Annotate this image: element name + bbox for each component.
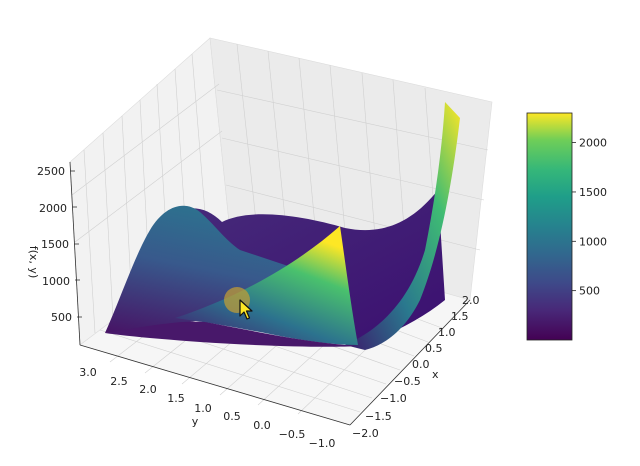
colorbar-gradient (526, 112, 573, 341)
colorbar-tick-label: 1500 (579, 186, 607, 199)
z-tick-label: 1000 (42, 275, 70, 288)
x-ticks: −2.0 −1.5 −1.0 −0.5 0.0 0.5 1.0 1.5 2.0 (352, 294, 480, 440)
y-tick-label: 3.0 (79, 366, 97, 379)
x-tick-label: 1.5 (451, 310, 469, 323)
x-tick-label: 2.0 (462, 294, 480, 307)
surface (105, 102, 460, 350)
z-tick-label: 500 (51, 311, 72, 324)
z-axis-line (69, 161, 81, 346)
surface-right-wall (345, 102, 460, 350)
z-tick-label: 2000 (39, 202, 67, 215)
z-axis-label: f(x, y) (27, 246, 40, 278)
colorbar-tick-label: 2000 (579, 137, 607, 150)
surface-front-wall (175, 226, 358, 345)
colorbar-tick-label: 500 (579, 285, 600, 298)
x-tick-label: −2.0 (352, 427, 379, 440)
y-tick-label: −0.5 (279, 428, 306, 441)
x-tick-label: −1.5 (365, 410, 392, 423)
colorbar-tick-label: 1000 (579, 235, 607, 248)
surface-front-floor (105, 321, 358, 347)
colorbar: 500 1000 1500 2000 (526, 112, 607, 341)
x-tick-label: −0.5 (394, 375, 421, 388)
y-tick-label: 0.5 (223, 410, 241, 423)
z-tick-label: 1500 (41, 238, 69, 251)
x-axis-line (349, 299, 471, 426)
x-tick-label: 0.0 (412, 358, 430, 371)
z-ticks: 2500 2000 1500 1000 500 (37, 165, 82, 324)
x-tick-label: 0.5 (425, 342, 443, 355)
arrow-cursor-icon (239, 299, 253, 320)
x-axis-label: x (432, 368, 439, 381)
y-axis-label: y (192, 415, 199, 428)
y-tick-label: 0.0 (253, 419, 271, 432)
y-tick-label: 2.5 (110, 375, 128, 388)
y-tick-label: 1.5 (167, 392, 185, 405)
y-tick-label: −1.0 (309, 437, 336, 450)
y-axis-line (79, 344, 351, 426)
x-tick-label: 1.0 (438, 326, 456, 339)
y-tick-label: 1.0 (194, 402, 212, 415)
x-tick-label: −1.0 (380, 392, 407, 405)
colorbar-ticks: 500 1000 1500 2000 (572, 137, 607, 298)
y-tick-label: 2.0 (139, 383, 157, 396)
y-ticks: 3.0 2.5 2.0 1.5 1.0 0.5 0.0 −0.5 −1.0 (79, 366, 335, 450)
z-tick-label: 2500 (37, 165, 65, 178)
